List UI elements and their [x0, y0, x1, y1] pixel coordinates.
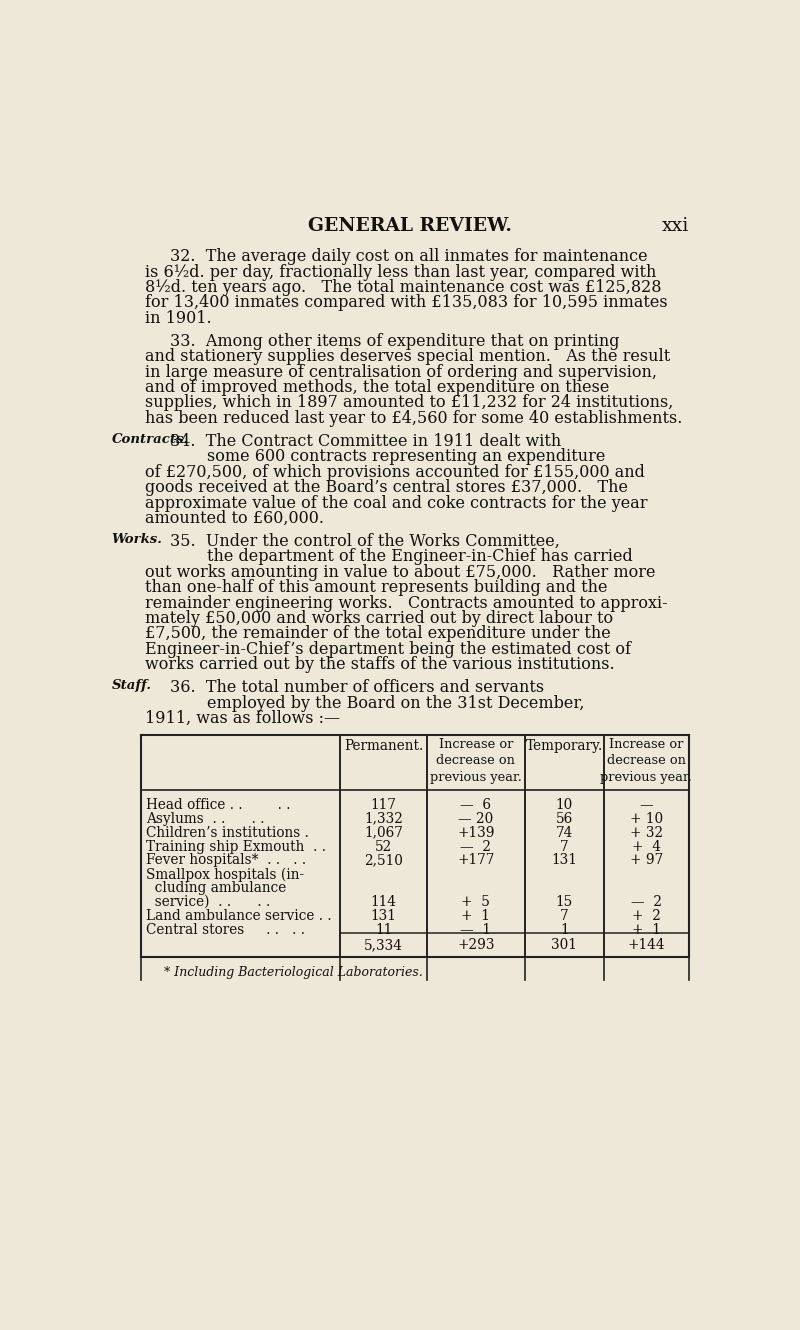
Text: cluding ambulance: cluding ambulance [146, 880, 286, 895]
Text: 5,334: 5,334 [364, 938, 403, 952]
Text: works carried out by the staffs of the various institutions.: works carried out by the staffs of the v… [145, 656, 614, 673]
Text: —  6: — 6 [460, 798, 491, 811]
Text: +  2: + 2 [632, 908, 661, 923]
Text: —  2: — 2 [631, 895, 662, 908]
Text: Fever hospitals*  . .   . .: Fever hospitals* . . . . [146, 854, 306, 867]
Text: 15: 15 [555, 895, 573, 908]
Text: than one-half of this amount represents building and the: than one-half of this amount represents … [145, 580, 607, 596]
Text: 7: 7 [560, 839, 569, 854]
Text: 7: 7 [560, 908, 569, 923]
Text: Central stores     . .   . .: Central stores . . . . [146, 923, 305, 936]
Text: mately £50,000 and works carried out by direct labour to: mately £50,000 and works carried out by … [145, 610, 613, 626]
Text: Training ship Exmouth  . .: Training ship Exmouth . . [146, 839, 326, 854]
Text: 131: 131 [551, 854, 577, 867]
Text: Temporary.: Temporary. [526, 739, 603, 753]
Text: +293: +293 [457, 938, 494, 952]
Text: xxi: xxi [662, 217, 689, 235]
Text: — 20: — 20 [458, 811, 494, 826]
Text: 1,332: 1,332 [364, 811, 403, 826]
Text: Permanent.: Permanent. [344, 739, 423, 753]
Text: in large measure of centralisation of ordering and supervision,: in large measure of centralisation of or… [145, 363, 657, 380]
Text: Works.: Works. [112, 533, 162, 547]
Text: 2,510: 2,510 [364, 854, 403, 867]
Text: +139: +139 [457, 826, 494, 839]
Text: goods received at the Board’s central stores £37,000.   The: goods received at the Board’s central st… [145, 479, 628, 496]
Text: 1,067: 1,067 [364, 826, 403, 839]
Text: +  1: + 1 [632, 923, 661, 936]
Text: 1: 1 [560, 923, 569, 936]
Text: +  1: + 1 [462, 908, 490, 923]
Text: 36.  The total number of officers and servants: 36. The total number of officers and ser… [170, 680, 544, 697]
Text: 10: 10 [555, 798, 573, 811]
Text: is 6½d. per day, fractionally less than last year, compared with: is 6½d. per day, fractionally less than … [145, 263, 656, 281]
Text: Asylums  . .      . .: Asylums . . . . [146, 811, 264, 826]
Text: Smallpox hospitals (in-: Smallpox hospitals (in- [146, 867, 304, 882]
Text: —: — [639, 798, 653, 811]
Text: Increase or
decrease on
previous year.: Increase or decrease on previous year. [430, 738, 522, 783]
Text: has been reduced last year to £4,560 for some 40 establishments.: has been reduced last year to £4,560 for… [145, 410, 682, 427]
Text: some 600 contracts representing an expenditure: some 600 contracts representing an expen… [207, 448, 606, 466]
Text: and of improved methods, the total expenditure on these: and of improved methods, the total expen… [145, 379, 610, 396]
Text: * Including Bacteriological Laboratories.: * Including Bacteriological Laboratories… [164, 966, 423, 979]
Text: for 13,400 inmates compared with £135,083 for 10,595 inmates: for 13,400 inmates compared with £135,08… [145, 294, 667, 311]
Text: £7,500, the remainder of the total expenditure under the: £7,500, the remainder of the total expen… [145, 625, 610, 642]
Text: + 32: + 32 [630, 826, 663, 839]
Text: +  4: + 4 [632, 839, 661, 854]
Text: 52: 52 [375, 839, 392, 854]
Text: + 97: + 97 [630, 854, 663, 867]
Text: 117: 117 [370, 798, 397, 811]
Text: amounted to £60,000.: amounted to £60,000. [145, 509, 324, 527]
Text: 35.  Under the control of the Works Committee,: 35. Under the control of the Works Commi… [170, 533, 560, 551]
Text: 114: 114 [370, 895, 397, 908]
Text: approximate value of the coal and coke contracts for the year: approximate value of the coal and coke c… [145, 495, 647, 512]
Text: +177: +177 [457, 854, 494, 867]
Text: 74: 74 [555, 826, 573, 839]
Text: Increase or
decrease on
previous year.: Increase or decrease on previous year. [601, 738, 692, 783]
Text: in 1901.: in 1901. [145, 310, 211, 327]
Text: remainder engineering works.   Contracts amounted to approxi-: remainder engineering works. Contracts a… [145, 595, 667, 612]
Text: Staff.: Staff. [112, 680, 152, 693]
Text: and stationery supplies deserves special mention.   As the result: and stationery supplies deserves special… [145, 348, 670, 366]
Text: supplies, which in 1897 amounted to £11,232 for 24 institutions,: supplies, which in 1897 amounted to £11,… [145, 395, 674, 411]
Text: Land ambulance service . .: Land ambulance service . . [146, 908, 331, 923]
Text: 33.  Among other items of expenditure that on printing: 33. Among other items of expenditure tha… [170, 332, 619, 350]
Text: 8½d. ten years ago.   The total maintenance cost was £125,828: 8½d. ten years ago. The total maintenanc… [145, 279, 662, 297]
Text: Engineer-in-Chief’s department being the estimated cost of: Engineer-in-Chief’s department being the… [145, 641, 631, 658]
Text: 301: 301 [551, 938, 577, 952]
Text: Children’s institutions .: Children’s institutions . [146, 826, 313, 839]
Text: the department of the Engineer-in-Chief has carried: the department of the Engineer-in-Chief … [207, 548, 633, 565]
Text: Contracts.: Contracts. [112, 434, 189, 446]
Text: +  5: + 5 [462, 895, 490, 908]
Text: GENERAL REVIEW.: GENERAL REVIEW. [308, 217, 512, 235]
Text: out works amounting in value to about £75,000.   Rather more: out works amounting in value to about £7… [145, 564, 655, 581]
Text: service)  . .      . .: service) . . . . [146, 895, 270, 908]
Text: 32.  The average daily cost on all inmates for maintenance: 32. The average daily cost on all inmate… [170, 249, 647, 265]
Text: employed by the Board on the 31st December,: employed by the Board on the 31st Decemb… [207, 694, 585, 712]
Text: 34.  The Contract Committee in 1911 dealt with: 34. The Contract Committee in 1911 dealt… [170, 434, 561, 450]
Text: —  2: — 2 [460, 839, 491, 854]
Text: 56: 56 [555, 811, 573, 826]
Text: 1911, was as follows :—: 1911, was as follows :— [145, 710, 340, 728]
Text: —  1: — 1 [460, 923, 491, 936]
Text: + 10: + 10 [630, 811, 663, 826]
Text: +144: +144 [627, 938, 665, 952]
Text: Head office . .        . .: Head office . . . . [146, 798, 290, 811]
Text: of £270,500, of which provisions accounted for £155,000 and: of £270,500, of which provisions account… [145, 464, 645, 480]
Text: 11: 11 [375, 923, 392, 936]
Text: 131: 131 [370, 908, 397, 923]
